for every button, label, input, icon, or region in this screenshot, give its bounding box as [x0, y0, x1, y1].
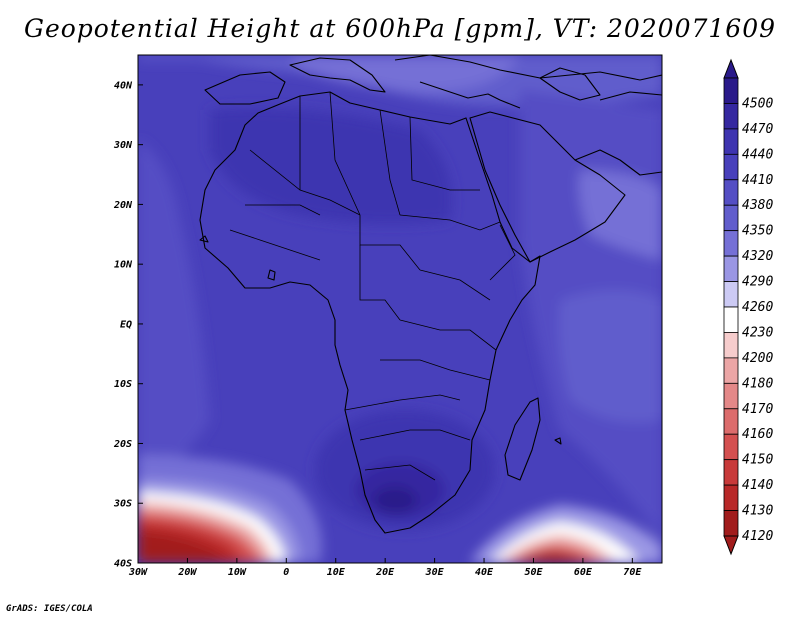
colorbar-swatch	[723, 510, 739, 537]
x-tick-label: 20E	[375, 567, 395, 578]
colorbar-label: 4230	[742, 325, 773, 340]
y-tick-label: 10S	[114, 379, 132, 390]
map-frame	[137, 54, 663, 564]
colorbar-label: 4380	[742, 198, 773, 213]
colorbar-swatch	[723, 230, 739, 257]
colorbar: 4500 4470 4440 4410 4380 4350 4320 4290 4260 4230…	[723, 58, 773, 556]
y-tick-label: EQ	[120, 319, 132, 330]
x-tick-label: 30E	[425, 567, 445, 578]
coastlines	[199, 55, 662, 534]
colorbar-swatch	[723, 433, 739, 461]
colorbar-label: 4290	[742, 275, 773, 290]
x-tick-label: 50E	[524, 567, 543, 578]
x-tick-label: 40E	[475, 567, 494, 578]
x-tick-label: 10E	[327, 567, 346, 578]
colorbar-top-arrow	[723, 58, 739, 79]
colorbar-swatch	[723, 357, 739, 384]
x-tick-label: 30W	[128, 567, 148, 578]
colorbar-swatch	[723, 77, 739, 104]
colorbar-label: 4260	[742, 300, 773, 315]
colorbar-swatch	[723, 255, 739, 282]
colorbar-swatch	[723, 281, 739, 308]
colorbar-label: 4350	[742, 224, 773, 239]
colorbar-swatch	[723, 484, 739, 511]
colorbar-label: 4170	[742, 402, 773, 417]
colorbar-label: 4440	[742, 147, 773, 162]
colorbar-swatch	[723, 408, 739, 435]
colorbar-label: 4130	[742, 504, 773, 519]
colorbar-label: 4500	[742, 96, 773, 111]
colorbar-label: 4200	[742, 351, 773, 366]
colorbar-label: 4470	[742, 122, 773, 137]
map-title: Geopotential Height at 600hPa [gpm], VT:…	[23, 14, 777, 43]
y-tick-label: 40S	[114, 559, 132, 570]
colorbar-label: 4140	[742, 478, 773, 493]
colorbar-swatch	[723, 179, 739, 206]
colorbar-label: 4160	[742, 427, 773, 442]
x-tick-label: 60E	[574, 567, 593, 578]
y-axis-ticks: 40N 30N 20N 10N EQ 10S 20S 30S 40S	[113, 80, 143, 570]
colorbar-swatch	[723, 459, 739, 486]
y-tick-label: 20S	[113, 439, 132, 450]
x-axis-ticks: 30W 20W 10W 0 10E 20E 30E 40E 50E 60E 70E	[128, 558, 642, 578]
grads-credit: GrADS: IGES/COLA	[6, 604, 93, 614]
y-tick-label: 30S	[113, 499, 132, 510]
colorbar-label: 4320	[742, 249, 773, 264]
x-tick-label: 70E	[623, 567, 642, 578]
y-tick-label: 10N	[114, 260, 133, 271]
colorbar-label: 4120	[742, 529, 773, 544]
colorbar-swatch	[723, 128, 739, 155]
colorbar-label: 4410	[742, 173, 773, 188]
colorbar-label: 4180	[742, 376, 773, 391]
y-tick-label: 30N	[113, 140, 133, 151]
colorbar-swatch	[723, 306, 739, 333]
y-tick-label: 20N	[113, 200, 133, 211]
colorbar-label: 4150	[742, 453, 773, 468]
x-tick-label: 0	[283, 567, 289, 578]
colorbar-swatch	[723, 204, 739, 232]
colorbar-swatch	[723, 103, 739, 130]
colorbar-swatch	[723, 332, 739, 359]
country-borders	[229, 91, 516, 481]
y-tick-label: 40N	[114, 80, 133, 91]
colorbar-swatch	[723, 382, 739, 410]
height-field	[138, 55, 662, 563]
x-tick-label: 10W	[228, 567, 247, 578]
colorbar-bottom-arrow	[723, 535, 739, 556]
x-tick-label: 20W	[177, 567, 197, 578]
colorbar-swatch	[723, 153, 739, 181]
